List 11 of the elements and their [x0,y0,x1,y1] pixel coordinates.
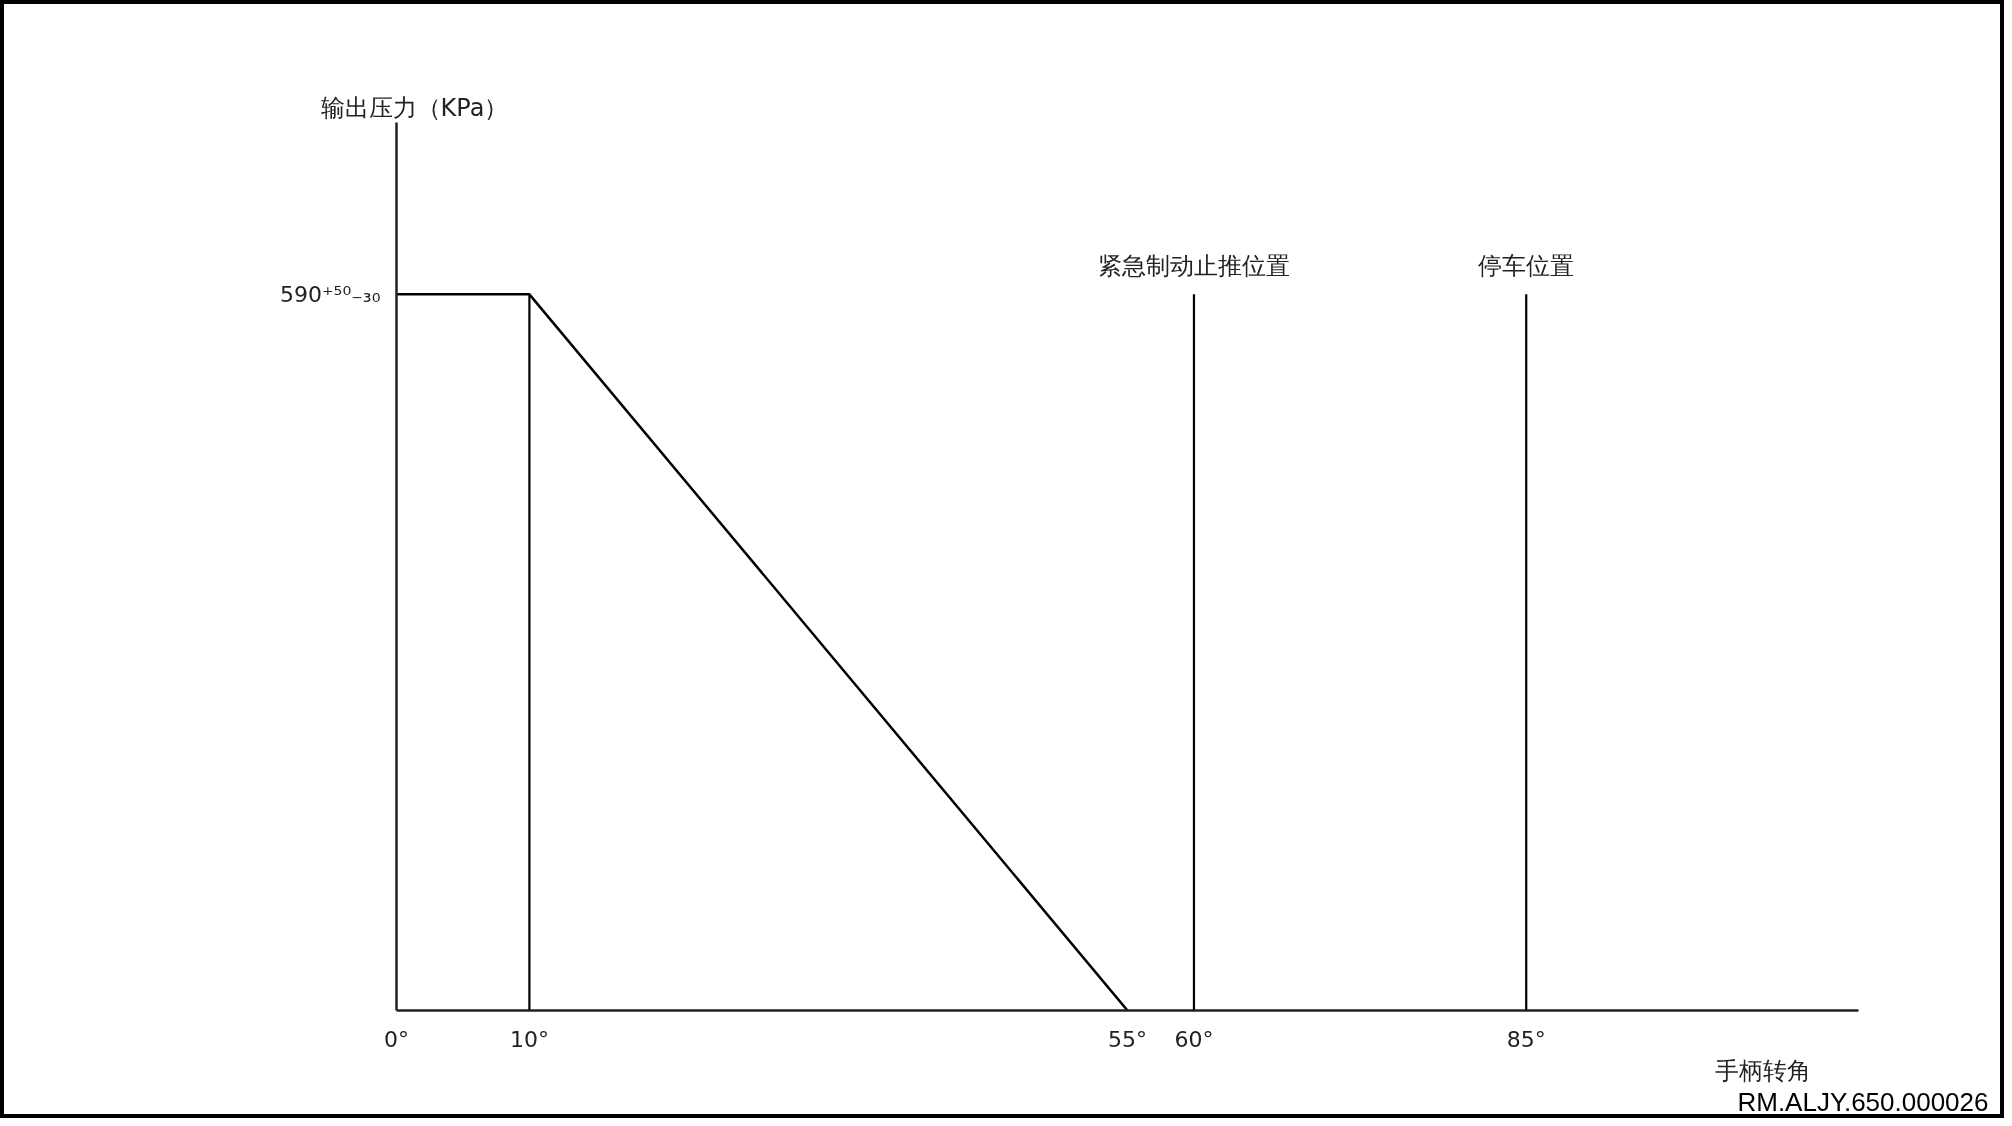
text: 输出压力（KPa） [320,93,509,122]
x-tick-label: 85° [1506,1026,1546,1052]
annotation: 590⁺⁵⁰₋₃₀ [280,281,381,307]
text: RM.ALJY.650.000026 [1737,1086,1989,1117]
x-tick-label: 55° [1108,1026,1147,1052]
x-tick-label: 10° [509,1026,549,1052]
ref-line-label: 紧急制动止推位置 [1097,252,1290,281]
ref-line-label: 停车位置 [1478,252,1575,281]
x-axis-title: 手柄转角 [1714,1056,1811,1085]
x-tick-label: 60° [1174,1026,1214,1052]
x-tick-label: 0° [384,1026,409,1052]
